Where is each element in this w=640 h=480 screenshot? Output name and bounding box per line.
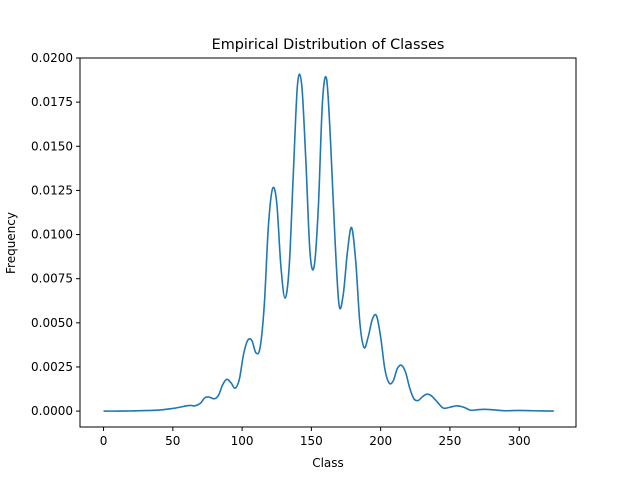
y-tick-label: 0.0150: [31, 139, 73, 153]
plot-area: [103, 73, 554, 412]
x-axis: 0 50 100 150 200 250 300: [100, 427, 531, 448]
x-axis-label: Class: [312, 456, 344, 470]
y-axis: 0.0000 0.0025 0.0050 0.0075 0.0100 0.0125 0.01…: [31, 51, 80, 418]
chart-title: Empirical Distribution of Classes: [212, 37, 445, 53]
y-tick-label: 0.0050: [31, 316, 73, 330]
x-tick-label: 250: [438, 434, 461, 448]
x-tick-label: 50: [165, 434, 180, 448]
y-tick-label: 0.0000: [31, 404, 73, 418]
x-tick-label: 100: [231, 434, 254, 448]
y-tick-label: 0.0025: [31, 360, 73, 374]
x-tick-label: 0: [100, 434, 108, 448]
y-tick-label: 0.0175: [31, 95, 73, 109]
y-tick-label: 0.0200: [31, 51, 73, 65]
x-tick-label: 150: [300, 434, 323, 448]
y-tick-label: 0.0125: [31, 183, 73, 197]
y-tick-label: 0.0100: [31, 228, 73, 242]
y-axis-label: Frequency: [4, 212, 18, 274]
y-tick-label: 0.0075: [31, 272, 73, 286]
x-tick-label: 200: [369, 434, 392, 448]
distribution-line: [103, 73, 554, 412]
x-tick-label: 300: [508, 434, 531, 448]
plot-frame: [79, 57, 577, 428]
